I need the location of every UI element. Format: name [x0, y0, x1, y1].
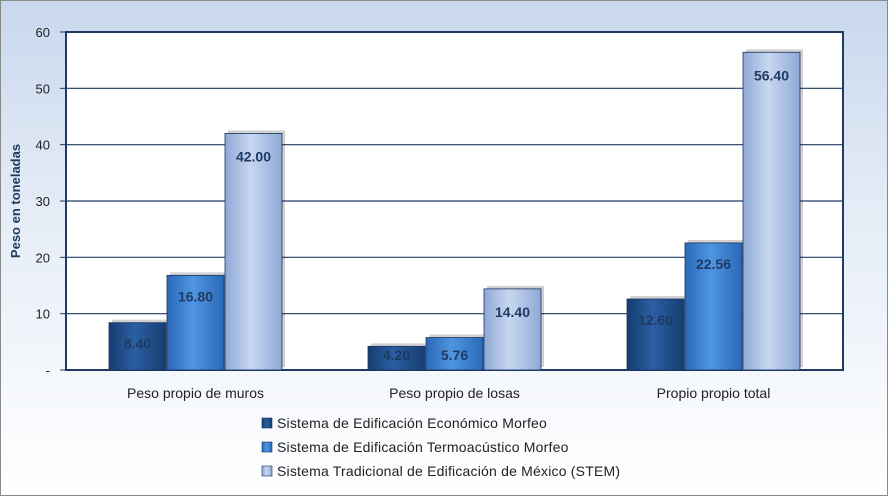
- y-tick-label: 30: [36, 194, 50, 209]
- bar: [483, 288, 542, 371]
- y-tick-label: 60: [36, 25, 50, 40]
- legend-entry: Sistema Tradicional de Edificación de Mé…: [277, 463, 620, 479]
- legend-entry: Sistema de Edificación Económico Morfeo: [277, 415, 547, 431]
- legend-swatch: [261, 417, 273, 429]
- data-label: 22.56: [696, 256, 731, 272]
- bar: [425, 337, 484, 371]
- data-label: 12.60: [638, 312, 673, 328]
- y-tick-label: -: [46, 363, 50, 378]
- data-label: 14.40: [495, 304, 530, 320]
- bar: [224, 132, 283, 371]
- y-tick-label: 20: [36, 250, 50, 265]
- x-tick-label: Propio propio total: [657, 385, 771, 401]
- data-label: 5.76: [441, 347, 468, 363]
- y-tick-label: 10: [36, 307, 50, 322]
- bar: [742, 51, 801, 371]
- y-tick-label: 40: [36, 138, 50, 153]
- y-axis-label: Peso en toneladas: [8, 144, 23, 258]
- x-tick-label: Peso propio de losas: [389, 385, 520, 401]
- data-label: 4.20: [383, 347, 410, 363]
- legend-swatch: [261, 441, 273, 453]
- bar: [367, 345, 426, 371]
- bar: [626, 298, 685, 371]
- data-label: 42.00: [236, 148, 271, 164]
- bar: [108, 322, 167, 371]
- data-label: 16.80: [178, 288, 213, 304]
- data-label: 8.40: [124, 336, 151, 352]
- bar: [684, 242, 743, 371]
- legend-entry: Sistema de Edificación Termoacústico Mor…: [277, 439, 569, 455]
- y-tick-label: 50: [36, 81, 50, 96]
- bar: [166, 274, 225, 371]
- x-tick-label: Peso propio de muros: [127, 385, 264, 401]
- legend-swatch: [261, 465, 273, 477]
- data-label: 56.40: [754, 67, 789, 83]
